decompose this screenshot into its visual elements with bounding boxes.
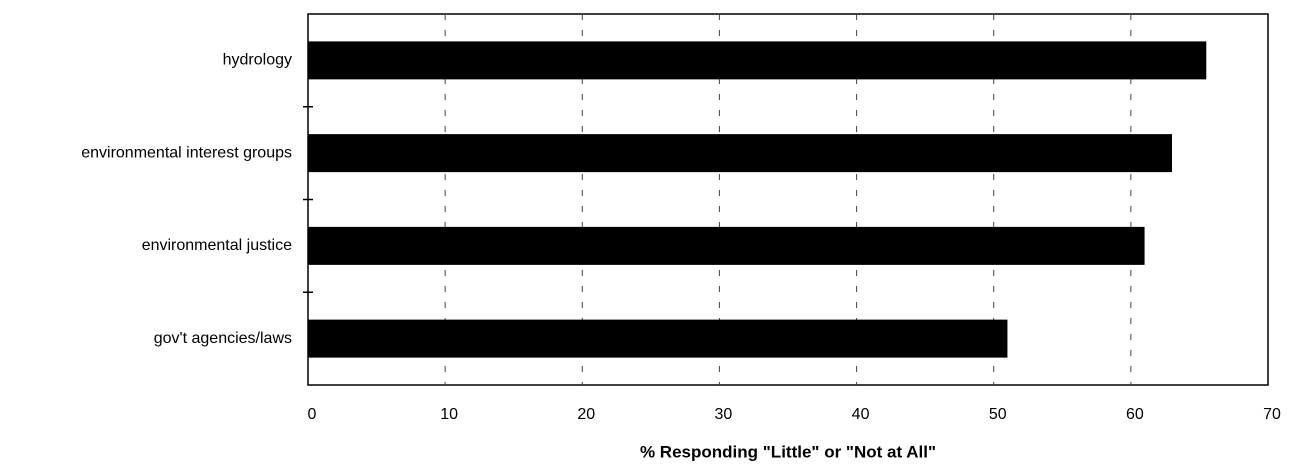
x-tick-label: 60 <box>1126 406 1144 423</box>
y-tick-label: environmental interest groups <box>81 144 292 161</box>
x-tick-label: 40 <box>852 406 870 423</box>
y-tick-label: gov't agencies/laws <box>154 330 292 347</box>
y-tick-label: hydrology <box>223 52 292 69</box>
x-tick-label: 10 <box>440 406 458 423</box>
x-tick-label: 30 <box>715 406 733 423</box>
x-tick-label: 50 <box>989 406 1007 423</box>
bar <box>308 41 1207 80</box>
x-tick-label: 20 <box>577 406 595 423</box>
bar <box>308 134 1172 173</box>
bar <box>308 319 1008 358</box>
x-axis-label: % Responding "Little" or "Not at All" <box>640 442 936 461</box>
bar <box>308 226 1145 265</box>
x-tick-label: 0 <box>308 406 317 423</box>
x-tick-label: 70 <box>1263 406 1281 423</box>
y-tick-label: environmental justice <box>142 237 292 254</box>
